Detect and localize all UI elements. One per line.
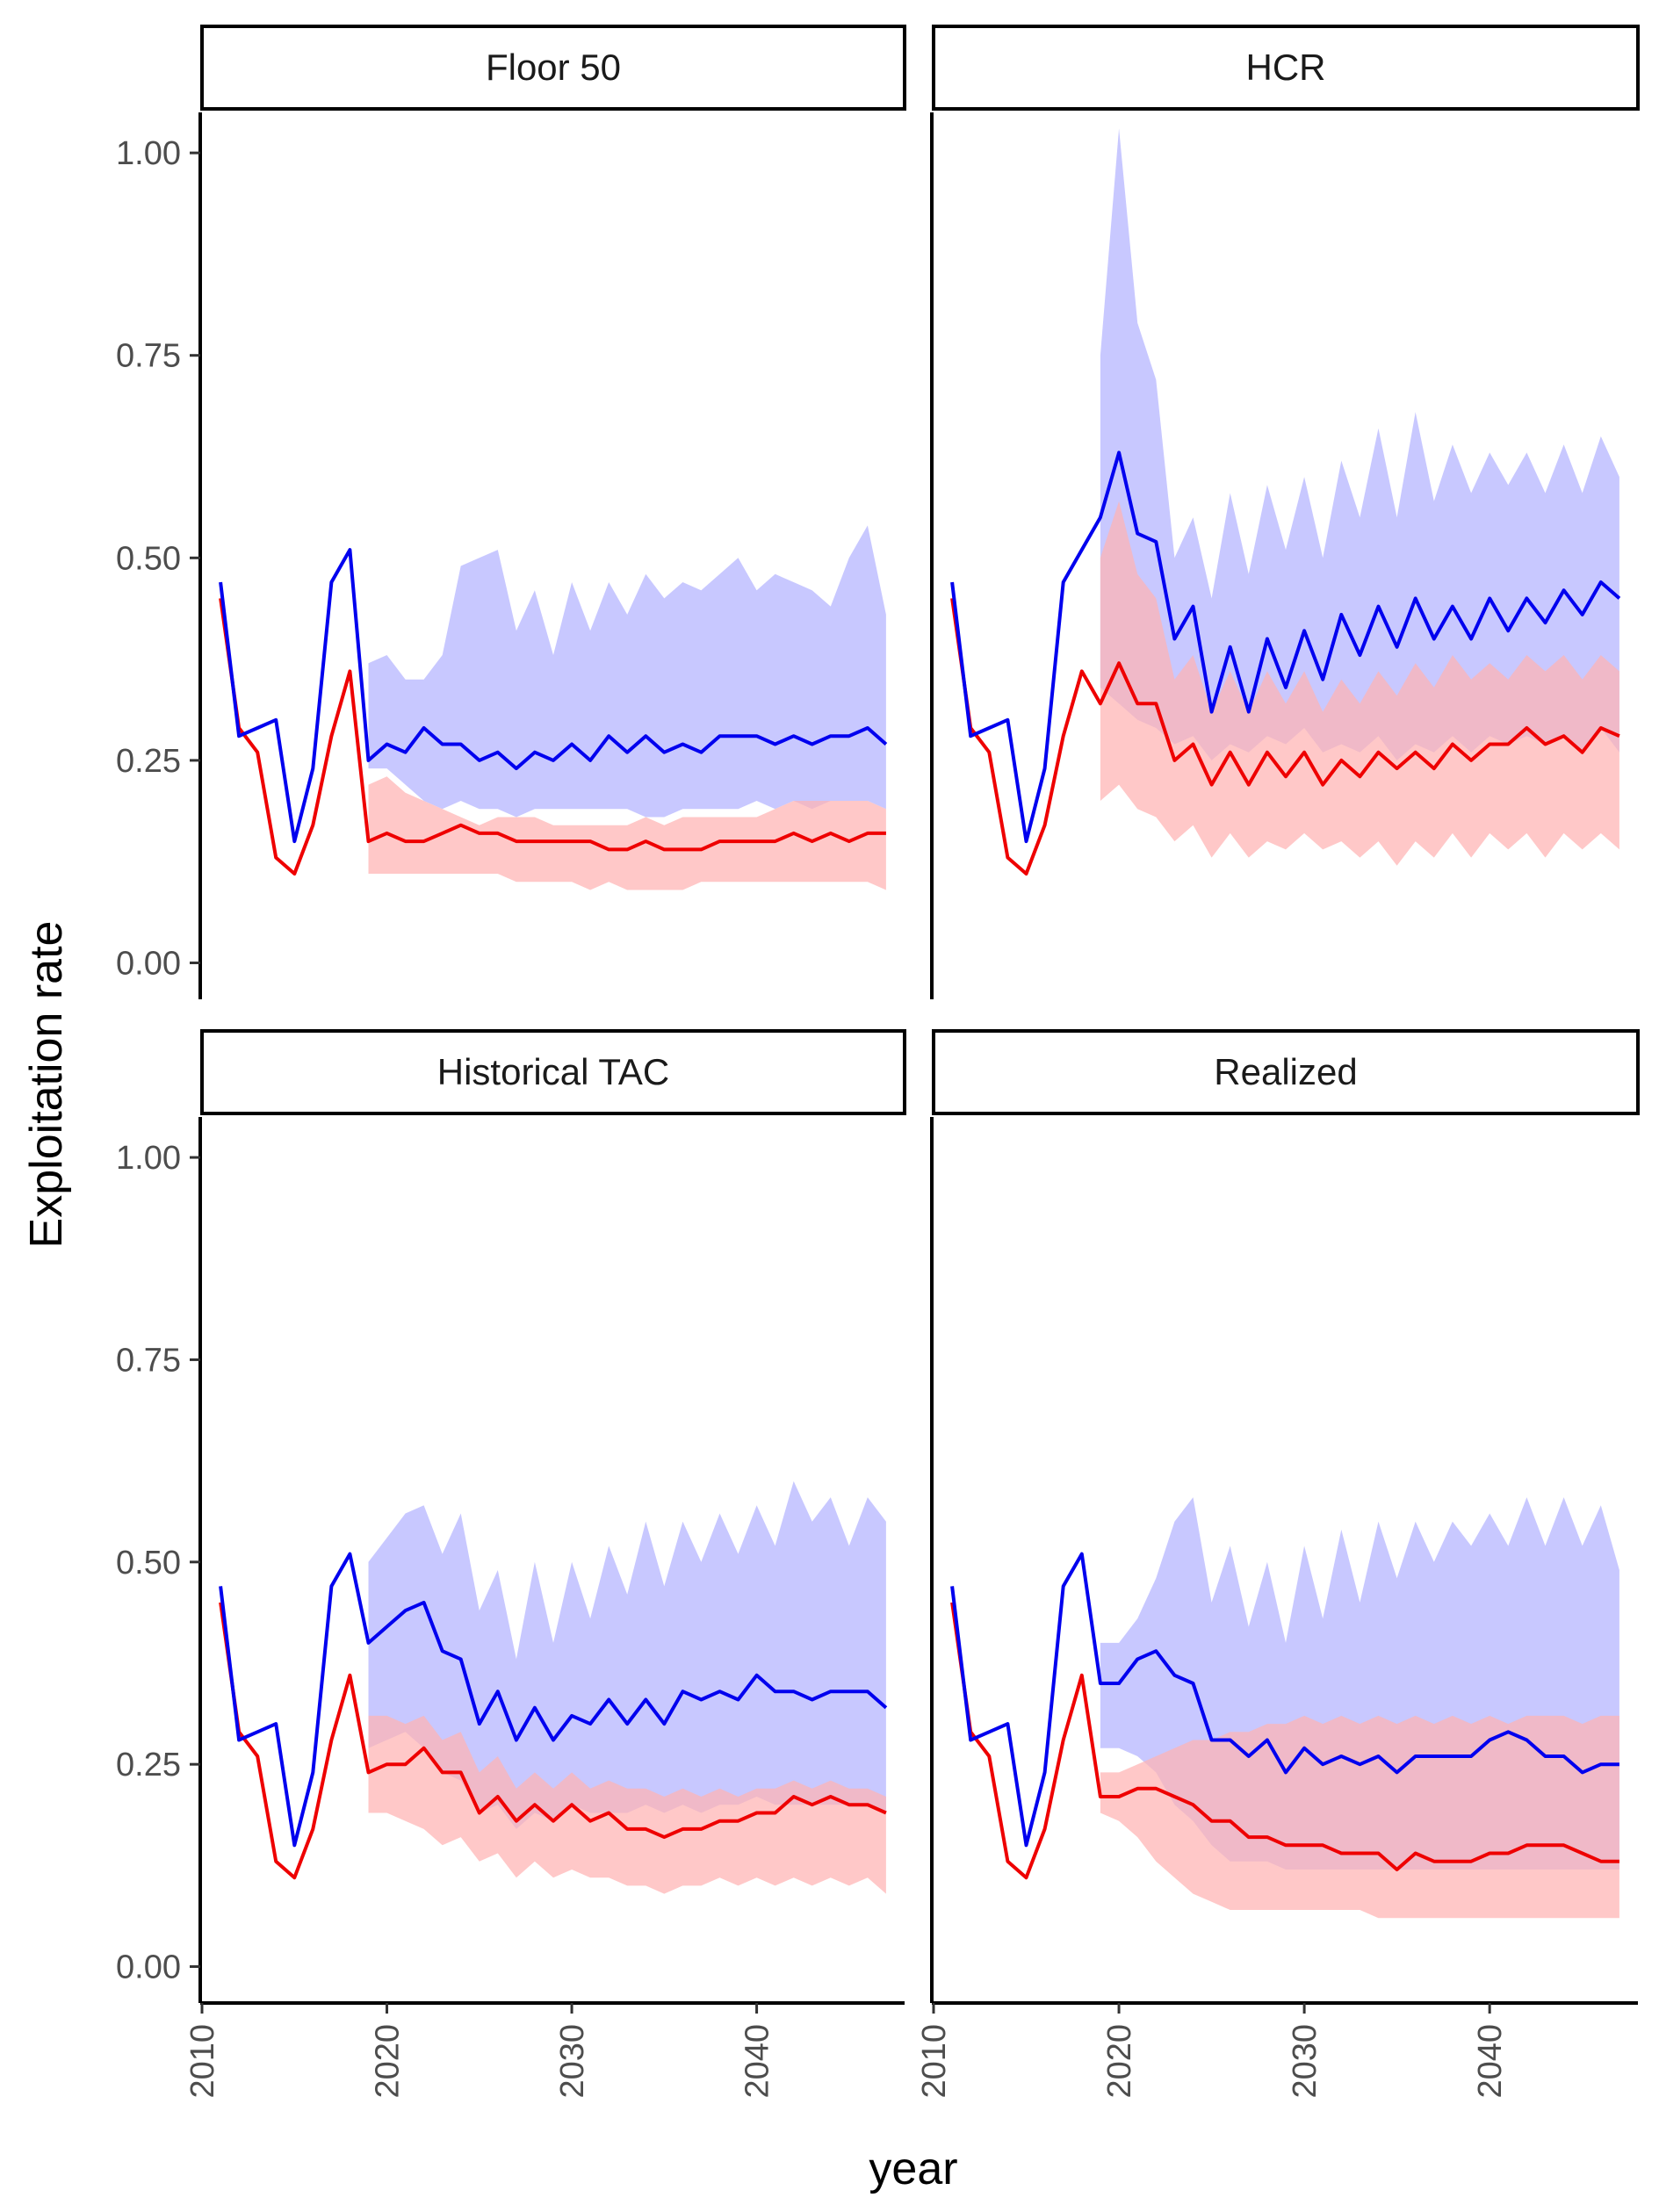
blue-ribbon <box>368 525 886 818</box>
facet-strip <box>932 1029 1640 1115</box>
x-tick-label: 2030 <box>1287 2024 1324 2099</box>
facet-label: Realized <box>1214 1051 1357 1092</box>
x-tick-label: 2030 <box>554 2024 591 2099</box>
facet-strip <box>200 1029 906 1115</box>
x-tick-label: 2020 <box>1101 2024 1138 2099</box>
x-tick-label: 2010 <box>184 2024 221 2099</box>
red-ribbon <box>368 1715 886 1894</box>
facet-label: HCR <box>1246 47 1326 88</box>
red-ribbon <box>1100 501 1619 866</box>
y-tick-label: 0.75 <box>116 1342 181 1379</box>
x-tick-label: 2040 <box>1472 2024 1509 2099</box>
panel-3: Realized 2010 2020 2030 2040 <box>916 1029 1640 2099</box>
x-tick-label: 2040 <box>739 2024 776 2099</box>
red-ribbon <box>1100 1715 1619 1919</box>
y-tick-label: 0.50 <box>116 540 181 577</box>
x-tick-label: 2010 <box>916 2024 953 2099</box>
x-axis-title: year <box>869 2144 957 2194</box>
red-series-line <box>219 598 886 875</box>
y-tick-label: 0.00 <box>116 1949 181 1986</box>
red-series-line <box>950 598 1620 875</box>
y-tick-label: 1.00 <box>116 1140 181 1177</box>
blue-series-line <box>950 1552 1619 1848</box>
y-tick-label: 1.00 <box>116 135 181 172</box>
blue-ribbon <box>368 1481 886 1829</box>
blue-series-line <box>219 548 888 844</box>
red-series-line <box>219 1602 887 1880</box>
facet-strip <box>932 25 1640 111</box>
panel-1: HCR <box>930 25 1640 999</box>
blue-series-line <box>950 450 1621 844</box>
red-series-line <box>950 1602 1619 1880</box>
blue-series-line <box>219 1552 888 1848</box>
y-tick-label: 0.50 <box>116 1545 181 1582</box>
panel-0: Floor 50 0.00 0.25 0.50 0.75 1.00 <box>116 25 906 999</box>
x-tick-label: 2020 <box>370 2024 407 2099</box>
y-tick-label: 0.25 <box>116 743 181 780</box>
red-ribbon <box>368 776 886 890</box>
facet-label: Floor 50 <box>486 47 621 88</box>
facet-strip <box>200 25 906 111</box>
panel-2: Historical TAC 0.00 0.25 0.50 0.75 1.00 2010 20… <box>116 1029 906 2099</box>
y-tick-label: 0.00 <box>116 945 181 982</box>
y-tick-label: 0.75 <box>116 338 181 375</box>
facet-label: Historical TAC <box>437 1051 670 1092</box>
blue-ribbon <box>1100 128 1619 760</box>
y-tick-label: 0.25 <box>116 1747 181 1783</box>
y-axis-title: Exploitation rate <box>21 921 72 1249</box>
